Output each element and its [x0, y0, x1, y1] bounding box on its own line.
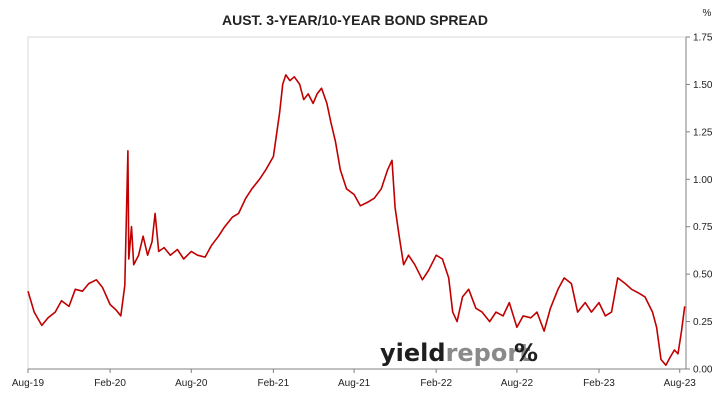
- y-tick-label: 1.00: [693, 175, 713, 186]
- x-tick-label: Aug-21: [338, 378, 371, 389]
- x-tick-label: Aug-19: [12, 378, 45, 389]
- chart-ticks: 0.00 0.25 0.50 0.75 1.00 1.25 1.50 1.75 Aug-19 Fe…: [12, 33, 713, 390]
- x-tick-label: Aug-22: [501, 378, 534, 389]
- y-tick-label: 0.00: [693, 365, 713, 376]
- y-tick-label: 0.25: [693, 317, 713, 328]
- y-axis-unit-label: %: [703, 8, 712, 19]
- logo-percent-icon: %: [514, 339, 538, 367]
- y-tick-label: 0.50: [693, 270, 713, 281]
- y-tick-label: 1.50: [693, 80, 713, 91]
- x-tick-label: Feb-21: [258, 378, 290, 389]
- logo-text: yieldreport: [380, 339, 531, 367]
- y-tick-label: 0.75: [693, 222, 713, 233]
- y-tick-label: 1.75: [693, 33, 713, 44]
- chart-axes: [27, 36, 687, 370]
- logo-text-report: report: [446, 339, 531, 367]
- series-line-spread: [27, 74, 686, 366]
- x-tick-label: Aug-23: [664, 378, 697, 389]
- y-tick-label: 1.25: [693, 127, 713, 138]
- logo-text-yield: yield: [380, 339, 446, 367]
- chart-title: AUST. 3-YEAR/10-YEAR BOND SPREAD: [222, 12, 488, 28]
- x-tick-label: Feb-20: [94, 378, 126, 389]
- x-tick-label: Aug-20: [175, 378, 208, 389]
- yieldreport-logo: yieldreport %: [380, 339, 538, 367]
- x-tick-label: Feb-22: [420, 378, 452, 389]
- x-tick-label: Feb-23: [583, 378, 615, 389]
